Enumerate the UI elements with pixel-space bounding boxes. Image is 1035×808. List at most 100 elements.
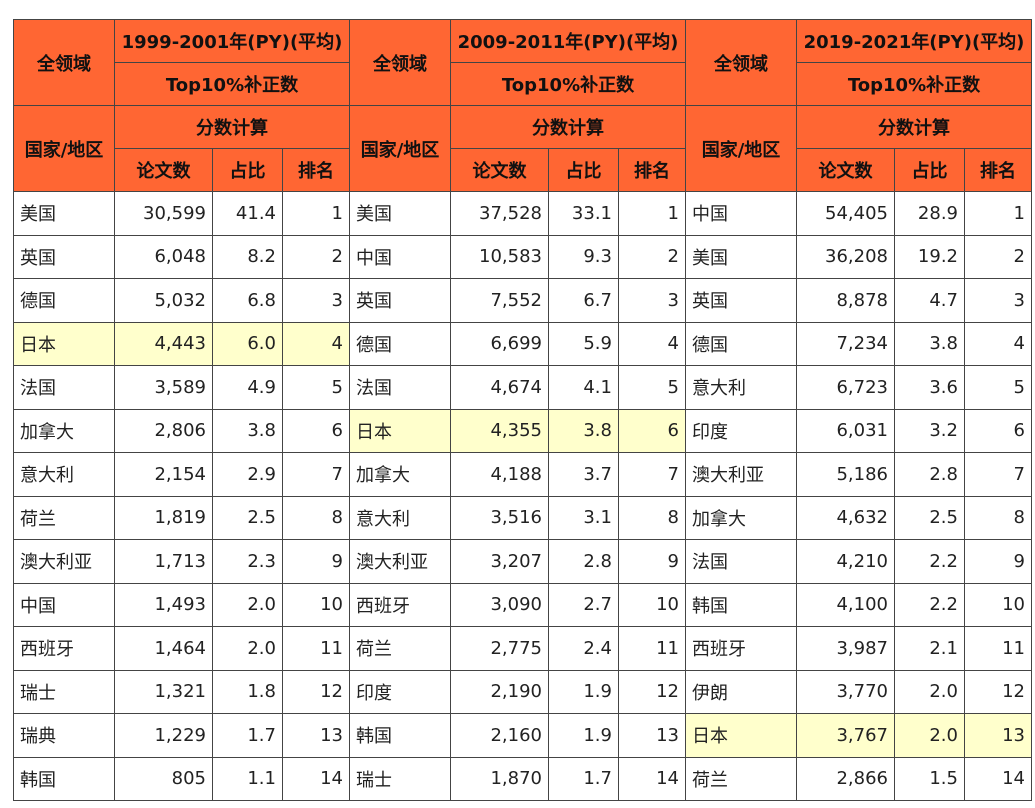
rank-cell: 3: [964, 278, 1032, 323]
share-cell: 1.8: [212, 669, 283, 714]
rank-cell: 7: [282, 452, 350, 497]
country-cell: 西班牙: [349, 582, 451, 627]
share-cell: 19.2: [894, 234, 965, 279]
period-title-cell: 2009-2011年(PY)(平均): [450, 19, 686, 63]
country-cell: 德国: [349, 321, 451, 366]
country-cell: 日本: [349, 408, 451, 453]
rank-cell: 1: [282, 191, 350, 236]
period-title-cell: 2019-2021年(PY)(平均): [796, 19, 1032, 63]
country-cell: 中国: [685, 191, 797, 236]
papers-cell: 6,048: [114, 234, 213, 279]
table-row: 荷兰 1,819 2.5 8 意大利 3,516 3.1 8 加拿大 4,632 2.5 8: [13, 495, 1032, 540]
papers-cell: 30,599: [114, 191, 213, 236]
papers-cell: 6,723: [796, 365, 895, 410]
country-cell: 法国: [349, 365, 451, 410]
share-cell: 33.1: [548, 191, 619, 236]
table-row: 瑞士 1,321 1.8 12 印度 2,190 1.9 12 伊朗 3,770 2.0 12: [13, 669, 1032, 714]
rank-cell: 6: [964, 408, 1032, 453]
share-cell: 4.7: [894, 278, 965, 323]
share-cell: 6.0: [212, 321, 283, 366]
method-cell: 分数计算: [114, 105, 350, 149]
rank-cell: 3: [618, 278, 686, 323]
country-cell: 印度: [685, 408, 797, 453]
papers-cell: 4,632: [796, 495, 895, 540]
rank-cell: 10: [964, 582, 1032, 627]
country-cell: 荷兰: [349, 626, 451, 671]
country-cell: 瑞士: [349, 756, 451, 801]
table-row: 英国 6,048 8.2 2 中国 10,583 9.3 2 美国 36,208 19.2 2: [13, 234, 1032, 279]
share-cell: 28.9: [894, 191, 965, 236]
rank-column-header: 排名: [282, 148, 350, 192]
country-cell: 西班牙: [13, 626, 115, 671]
share-cell: 1.9: [548, 713, 619, 758]
papers-column-header: 论文数: [450, 148, 549, 192]
table-row: 西班牙 1,464 2.0 11 荷兰 2,775 2.4 11 西班牙 3,987 2.1 11: [13, 626, 1032, 671]
region-label-cell: 国家/地区: [13, 105, 115, 192]
rank-cell: 12: [964, 669, 1032, 714]
country-cell: 美国: [685, 234, 797, 279]
ranking-table: 全领域 1999-2001年(PY)(平均) 全领域 2009-2011年(PY…: [13, 19, 1032, 801]
table-row: 日本 4,443 6.0 4 德国 6,699 5.9 4 德国 7,234 3.8 4: [13, 321, 1032, 366]
papers-cell: 1,713: [114, 539, 213, 584]
share-cell: 2.0: [212, 626, 283, 671]
country-cell: 日本: [13, 321, 115, 366]
country-cell: 西班牙: [685, 626, 797, 671]
share-cell: 3.8: [212, 408, 283, 453]
share-cell: 2.8: [548, 539, 619, 584]
papers-cell: 6,031: [796, 408, 895, 453]
country-cell: 澳大利亚: [685, 452, 797, 497]
share-cell: 6.7: [548, 278, 619, 323]
papers-cell: 4,100: [796, 582, 895, 627]
period-title-cell: 1999-2001年(PY)(平均): [114, 19, 350, 63]
country-cell: 意大利: [13, 452, 115, 497]
papers-cell: 1,321: [114, 669, 213, 714]
papers-cell: 3,987: [796, 626, 895, 671]
rank-cell: 9: [618, 539, 686, 584]
share-cell: 9.3: [548, 234, 619, 279]
share-cell: 3.8: [894, 321, 965, 366]
share-cell: 4.1: [548, 365, 619, 410]
papers-cell: 4,210: [796, 539, 895, 584]
subtitle-cell: Top10%补正数: [450, 62, 686, 106]
share-cell: 2.4: [548, 626, 619, 671]
share-cell: 3.1: [548, 495, 619, 540]
papers-column-header: 论文数: [114, 148, 213, 192]
rank-cell: 13: [618, 713, 686, 758]
rank-cell: 5: [964, 365, 1032, 410]
papers-cell: 3,770: [796, 669, 895, 714]
country-cell: 意大利: [349, 495, 451, 540]
share-cell: 2.0: [894, 713, 965, 758]
papers-cell: 2,866: [796, 756, 895, 801]
papers-cell: 2,154: [114, 452, 213, 497]
field-label-cell: 全领域: [685, 19, 797, 106]
rank-cell: 14: [618, 756, 686, 801]
field-label-cell: 全领域: [13, 19, 115, 106]
country-cell: 意大利: [685, 365, 797, 410]
rank-cell: 11: [618, 626, 686, 671]
country-cell: 瑞士: [13, 669, 115, 714]
share-cell: 8.2: [212, 234, 283, 279]
papers-cell: 3,767: [796, 713, 895, 758]
papers-cell: 7,234: [796, 321, 895, 366]
country-cell: 法国: [13, 365, 115, 410]
papers-cell: 4,443: [114, 321, 213, 366]
country-cell: 印度: [349, 669, 451, 714]
subtitle-cell: Top10%补正数: [796, 62, 1032, 106]
rank-cell: 1: [618, 191, 686, 236]
country-cell: 美国: [13, 191, 115, 236]
papers-cell: 1,493: [114, 582, 213, 627]
rank-cell: 4: [964, 321, 1032, 366]
rank-cell: 7: [618, 452, 686, 497]
share-cell: 3.7: [548, 452, 619, 497]
share-cell: 2.2: [894, 539, 965, 584]
share-cell: 5.9: [548, 321, 619, 366]
table-row: 加拿大 2,806 3.8 6 日本 4,355 3.8 6 印度 6,031 3.2 6: [13, 408, 1032, 453]
country-cell: 澳大利亚: [13, 539, 115, 584]
papers-cell: 54,405: [796, 191, 895, 236]
papers-cell: 2,806: [114, 408, 213, 453]
share-cell: 6.8: [212, 278, 283, 323]
papers-cell: 4,674: [450, 365, 549, 410]
rank-column-header: 排名: [964, 148, 1032, 192]
share-cell: 2.5: [894, 495, 965, 540]
country-cell: 韩国: [13, 756, 115, 801]
